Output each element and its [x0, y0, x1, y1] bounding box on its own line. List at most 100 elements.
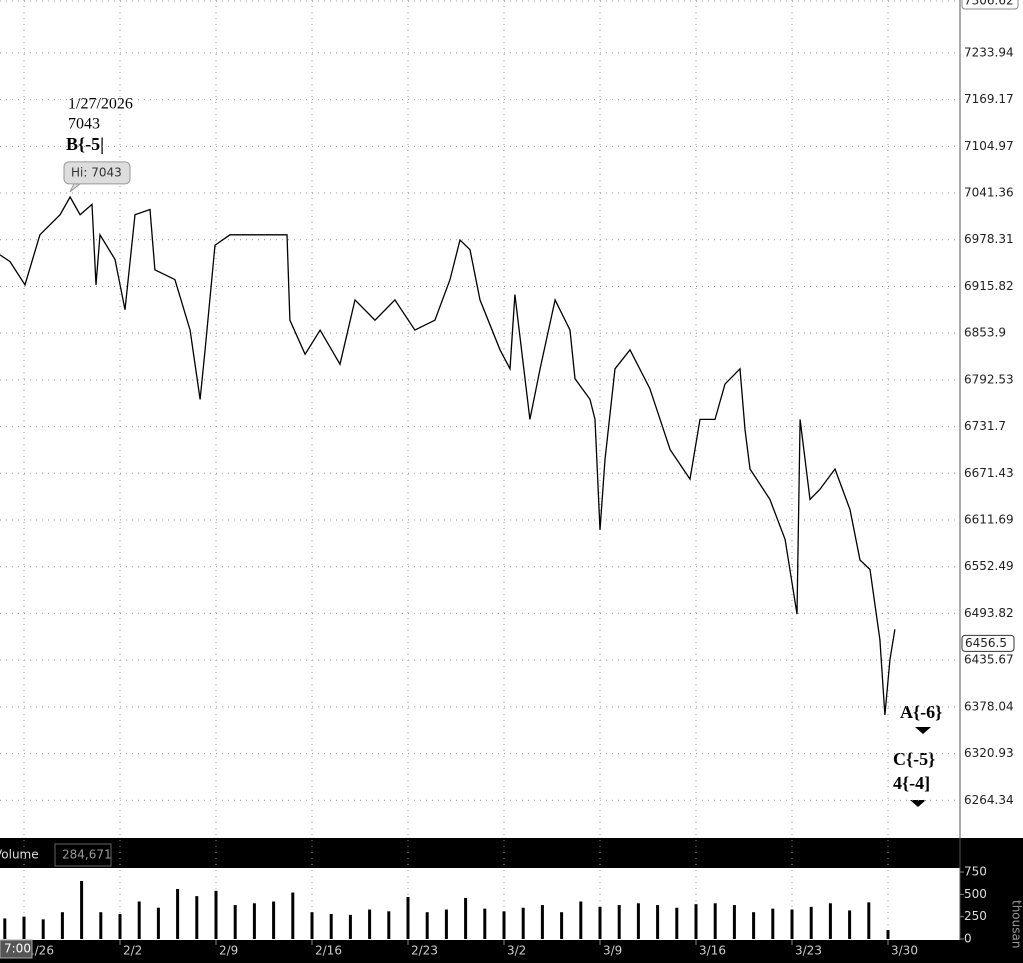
volume-bar [713, 903, 717, 939]
volume-bar [848, 910, 852, 939]
y-tick-label: 7104.97 [964, 139, 1014, 153]
high-label: Hi: 7043 [71, 165, 122, 179]
crosshair-box [0, 939, 33, 959]
y-tick-label: 6264.34 [964, 793, 1014, 807]
volume-unit: thousan [1010, 900, 1023, 948]
volume-bar [233, 905, 237, 939]
volume-bar [617, 905, 621, 939]
volume-bar [636, 903, 640, 939]
volume-bar [694, 904, 698, 939]
x-tick-label: 2/23 [411, 944, 438, 958]
volume-bar [118, 913, 122, 939]
y-tick-label: 250 [964, 909, 987, 923]
volume-bar [291, 892, 295, 939]
volume-bar [41, 919, 45, 939]
wave-label: B{-5| [66, 134, 104, 154]
volume-bar [579, 901, 583, 939]
y-tick-label: 7041.36 [964, 186, 1014, 200]
y-tick-label: 6552.49 [964, 559, 1014, 573]
crosshair-time: 7:00 [4, 942, 31, 956]
y-tick-label: 6978.31 [964, 232, 1014, 246]
wave-label: 4{-4] [893, 773, 930, 793]
volume-bar [329, 913, 333, 939]
y-tick-label: 6731.7 [964, 419, 1006, 433]
y-tick-label: 6611.69 [964, 513, 1014, 527]
volume-bar [214, 890, 218, 939]
date-strip [0, 940, 1023, 963]
volume-bar [3, 918, 7, 939]
volume-bar [502, 911, 506, 939]
volume-bar [272, 901, 276, 939]
y-tick-label: 7306.62 [964, 0, 1014, 7]
x-tick-label: 2/2 [123, 944, 142, 958]
y-tick-label: 6671.43 [964, 466, 1014, 480]
x-tick-label: 3/16 [699, 944, 726, 958]
volume-box [54, 843, 112, 867]
volume-bar [828, 903, 832, 939]
volume-bar [752, 912, 756, 939]
volume-title: Volume [0, 848, 39, 862]
volume-bar [176, 888, 180, 939]
x-tick-label: 2/16 [315, 944, 342, 958]
y-tick-label: 6915.82 [964, 279, 1014, 293]
volume-bar [540, 905, 544, 939]
volume-bar [99, 912, 103, 939]
volume-bar [310, 912, 314, 939]
y-tick-label: 7233.94 [964, 45, 1014, 59]
y-tick-label: 6853.9 [964, 326, 1006, 340]
volume-bar [790, 909, 794, 939]
last-price-label: 6456.5 [965, 636, 1007, 650]
volume-bar [156, 907, 160, 939]
volume-bar [598, 906, 602, 939]
y-tick-label: 6435.67 [964, 653, 1014, 667]
volume-bar [483, 908, 487, 939]
x-tick-label: 1/26 [27, 944, 54, 958]
y-tick-label: 6493.82 [964, 606, 1014, 620]
last-price-box [961, 634, 1015, 652]
volume-bar [809, 906, 813, 939]
x-tick-label: 3/9 [603, 944, 622, 958]
volume-bar [656, 905, 660, 939]
volume-bar [771, 908, 775, 939]
y-tick-label: 500 [964, 887, 987, 901]
wave-label: A{-6} [900, 702, 942, 722]
volume-bar [368, 909, 372, 939]
tick-box [961, 0, 1019, 10]
y-tick-label: 6320.93 [964, 746, 1014, 760]
wave-arrow [915, 727, 931, 734]
volume-bar [387, 911, 391, 939]
volume-bar [867, 902, 871, 939]
volume-bar [886, 930, 890, 939]
volume-bar [252, 903, 256, 939]
wave-label: C{-5} [893, 749, 935, 769]
x-tick-label: 2/9 [219, 944, 238, 958]
y-tick-label: 0 [964, 932, 972, 946]
y-tick-label: 6378.04 [964, 699, 1014, 713]
volume-bar [60, 912, 64, 939]
x-tick-label: 3/30 [891, 944, 918, 958]
high-value: 7043 [68, 116, 100, 133]
volume-bar [425, 912, 429, 939]
volume-bar [444, 909, 448, 939]
y-tick-label: 7169.17 [964, 92, 1014, 106]
volume-bar [521, 907, 525, 939]
y-tick-label: 750 [964, 865, 987, 879]
volume-bar [464, 897, 468, 939]
volume-header [0, 838, 1023, 868]
x-tick-label: 3/2 [507, 944, 526, 958]
volume-bar [348, 914, 352, 939]
volume-bar [675, 907, 679, 939]
high-date: 1/27/2026 [68, 96, 133, 113]
price-line [0, 195, 896, 716]
x-tick-label: 3/23 [795, 944, 822, 958]
volume-bar [195, 896, 199, 939]
y-tick-label: 6792.53 [964, 372, 1014, 386]
volume-bar [137, 901, 141, 939]
volume-axis-bg [960, 868, 1023, 940]
volume-value: 284,671 [62, 848, 112, 862]
volume-bar [22, 916, 26, 939]
volume-bar [406, 897, 410, 939]
volume-bar [732, 905, 736, 939]
